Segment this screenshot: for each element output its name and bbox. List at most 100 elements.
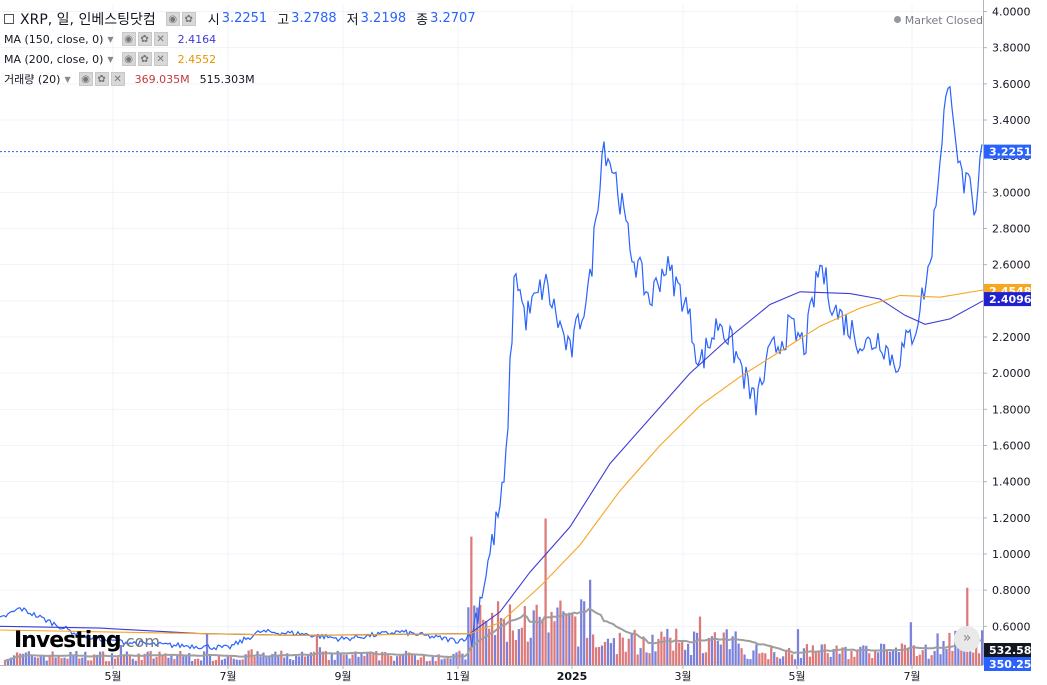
volume-bar bbox=[681, 640, 684, 665]
volume-bar bbox=[292, 660, 295, 665]
y-tick-label: 1.2000 bbox=[992, 512, 1031, 525]
volume-bar bbox=[874, 649, 877, 665]
volume-bar bbox=[785, 650, 788, 665]
volume-bar bbox=[155, 656, 158, 665]
volume-bar bbox=[170, 654, 173, 665]
volume-bar bbox=[897, 652, 901, 665]
volume-bar bbox=[787, 647, 791, 665]
volume-bar bbox=[321, 651, 324, 665]
eye-icon[interactable]: ◉ bbox=[121, 52, 136, 66]
volume-bar bbox=[12, 655, 16, 665]
volume-bar bbox=[336, 650, 339, 665]
close-icon[interactable]: ✕ bbox=[110, 72, 125, 86]
volume-bar bbox=[722, 632, 725, 665]
volume-bar bbox=[493, 635, 497, 665]
chevron-down-icon[interactable]: ▼ bbox=[64, 74, 71, 84]
volume-bar bbox=[597, 646, 601, 665]
eye-icon[interactable]: ◉ bbox=[121, 32, 136, 46]
volume-bar bbox=[461, 653, 464, 665]
legend-ma150-row[interactable]: MA (150, close, 0) ▼ ◉ ✿ ✕ 2.4164 bbox=[4, 29, 476, 49]
volume-bar bbox=[235, 659, 238, 665]
close-icon[interactable]: ✕ bbox=[153, 32, 168, 46]
volume-bar bbox=[75, 651, 78, 665]
y-tick-label: 2.6000 bbox=[992, 259, 1031, 272]
volume-bar bbox=[544, 518, 547, 665]
legend-volume-row[interactable]: 거래량 (20) ▼ ◉ ✿ ✕ 369.035M 515.303M bbox=[4, 69, 476, 89]
volume-bar bbox=[354, 651, 357, 665]
collapse-icon[interactable] bbox=[4, 13, 14, 24]
volume-bar bbox=[761, 652, 764, 665]
volume-bar bbox=[862, 645, 865, 665]
gear-icon[interactable]: ✿ bbox=[181, 11, 196, 26]
volume-bar bbox=[654, 651, 657, 665]
double-chevron-right-icon[interactable]: » bbox=[954, 626, 980, 652]
gear-icon[interactable]: ✿ bbox=[137, 52, 152, 66]
volume-bar bbox=[244, 654, 247, 665]
volume-bar bbox=[485, 621, 488, 665]
high-label: 고 bbox=[277, 13, 290, 28]
volume-bar bbox=[562, 611, 565, 665]
eye-icon[interactable]: ◉ bbox=[165, 11, 180, 26]
volume-bar bbox=[639, 648, 642, 665]
volume-bar bbox=[188, 653, 191, 665]
volume-bar bbox=[54, 657, 57, 665]
volume-bar bbox=[660, 631, 663, 665]
volume-bar bbox=[496, 601, 500, 665]
volume-bar bbox=[99, 651, 102, 665]
volume-bar bbox=[48, 655, 51, 665]
gear-icon[interactable]: ✿ bbox=[137, 32, 152, 46]
eye-icon[interactable]: ◉ bbox=[78, 72, 93, 86]
volume-bar bbox=[704, 652, 708, 665]
volume-bar bbox=[743, 654, 746, 665]
volume-bar bbox=[21, 653, 25, 665]
volume-bar bbox=[642, 636, 645, 665]
close-label: 종 bbox=[416, 13, 429, 28]
chevron-down-icon[interactable]: ▼ bbox=[107, 34, 114, 44]
volume-bar bbox=[511, 630, 515, 665]
volume-bar bbox=[306, 654, 310, 665]
volume-bar bbox=[835, 645, 838, 665]
volume-bar bbox=[651, 634, 654, 665]
volume-bar bbox=[387, 655, 390, 665]
volume-bar bbox=[182, 656, 185, 665]
volume-bar bbox=[259, 656, 262, 665]
volume-bar bbox=[767, 659, 770, 665]
volume-bar bbox=[853, 656, 856, 665]
volume-bar bbox=[60, 658, 63, 665]
x-tick-label: 11월 bbox=[446, 670, 470, 683]
volume-bar bbox=[69, 651, 72, 665]
volume-bar bbox=[672, 650, 675, 665]
volume-bar bbox=[446, 657, 449, 665]
volume-bar bbox=[467, 607, 470, 665]
legend-ma200-row[interactable]: MA (200, close, 0) ▼ ◉ ✿ ✕ 2.4552 bbox=[4, 49, 476, 69]
volume-bar bbox=[357, 656, 360, 665]
volume-bar bbox=[176, 655, 179, 665]
volume-bar bbox=[663, 636, 666, 665]
volume-bar bbox=[143, 653, 146, 665]
volume-bar bbox=[556, 607, 559, 665]
volume-bar bbox=[107, 661, 111, 665]
volume-bar bbox=[764, 653, 767, 665]
volume-bar bbox=[859, 646, 862, 665]
volume-bar bbox=[939, 654, 942, 665]
gear-icon[interactable]: ✿ bbox=[94, 72, 109, 86]
volume-bar bbox=[826, 653, 829, 665]
volume-bar bbox=[428, 660, 431, 665]
volume-bar bbox=[407, 652, 411, 665]
volume-bar bbox=[401, 654, 405, 665]
close-icon[interactable]: ✕ bbox=[153, 52, 168, 66]
volume-bar bbox=[220, 659, 224, 665]
volume-bar bbox=[752, 650, 755, 665]
volume-bar bbox=[814, 651, 817, 665]
volume-bar bbox=[731, 636, 734, 665]
ma150-price-tag bbox=[984, 292, 1031, 307]
volume-bar bbox=[363, 655, 366, 665]
volume-bar bbox=[918, 654, 921, 665]
volume-bar bbox=[526, 641, 529, 665]
market-status-label: Market Closed bbox=[904, 14, 983, 27]
volume-bar bbox=[817, 650, 820, 665]
chevron-down-icon[interactable]: ▼ bbox=[107, 54, 114, 64]
volume-bar bbox=[868, 653, 871, 665]
